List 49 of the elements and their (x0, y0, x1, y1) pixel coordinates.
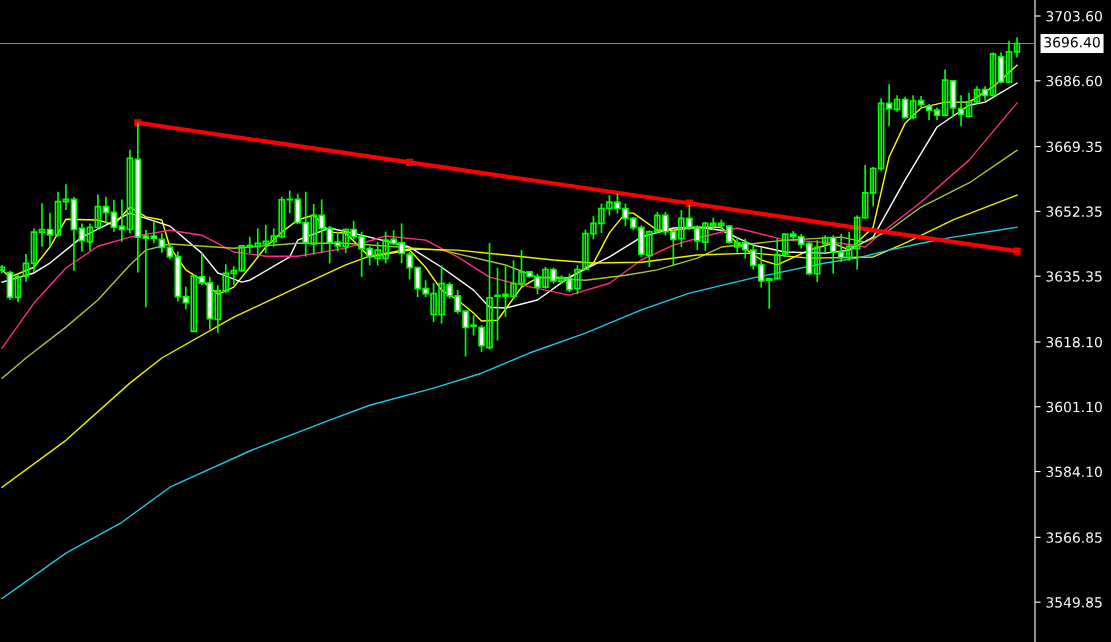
candlestick (1005, 39, 1013, 84)
candlestick (1013, 36, 1021, 59)
point (1013, 247, 1021, 255)
line-series (1, 226, 1018, 600)
candlestick (110, 198, 118, 233)
candlestick (901, 95, 909, 120)
candlestick (909, 94, 917, 121)
candlestick (989, 51, 997, 98)
y-tick-label: 3618.10 (1046, 336, 1102, 348)
y-tick-label: 3686.60 (1046, 75, 1102, 87)
y-tick-label: 3703.60 (1046, 10, 1102, 22)
candlestick (22, 253, 30, 283)
point (405, 158, 414, 167)
candlestick (845, 230, 853, 262)
candlestick (869, 166, 877, 208)
line-series (1, 194, 1018, 488)
line-series (1, 149, 1018, 379)
candlestick (142, 229, 150, 309)
y-tick-label: 3584.10 (1046, 466, 1102, 478)
y-tick-label: 3566.85 (1046, 532, 1102, 543)
ref-line-label: 3696.40 (1044, 36, 1100, 48)
y-tick-label: 3652.35 (1046, 206, 1102, 217)
candlestick (150, 220, 158, 245)
candlestick (102, 195, 110, 225)
point (685, 199, 693, 207)
candlestick (893, 94, 901, 113)
point (134, 119, 142, 127)
candlestick (885, 83, 893, 128)
candlestick (877, 97, 885, 172)
line-series (134, 119, 1021, 255)
candlestick (182, 285, 190, 311)
candlestick (94, 193, 102, 231)
y-tick-label: 3549.85 (1046, 597, 1102, 608)
candlestick (957, 94, 965, 128)
candlestick (853, 214, 861, 271)
candlestick (54, 190, 62, 238)
candlestick (14, 274, 22, 304)
candlestick (941, 68, 949, 118)
candlestick (965, 91, 973, 119)
candlestick (30, 227, 38, 273)
candlestick (861, 164, 869, 220)
candlestick (86, 222, 94, 252)
y-tick-label: 3635.35 (1046, 271, 1102, 282)
y-tick-label: 3601.10 (1046, 401, 1102, 413)
candlestick (46, 211, 54, 248)
line-series (1, 102, 1018, 349)
y-tick-label: 3669.35 (1046, 141, 1102, 153)
candlestick (973, 85, 981, 104)
candlestick (126, 148, 134, 235)
